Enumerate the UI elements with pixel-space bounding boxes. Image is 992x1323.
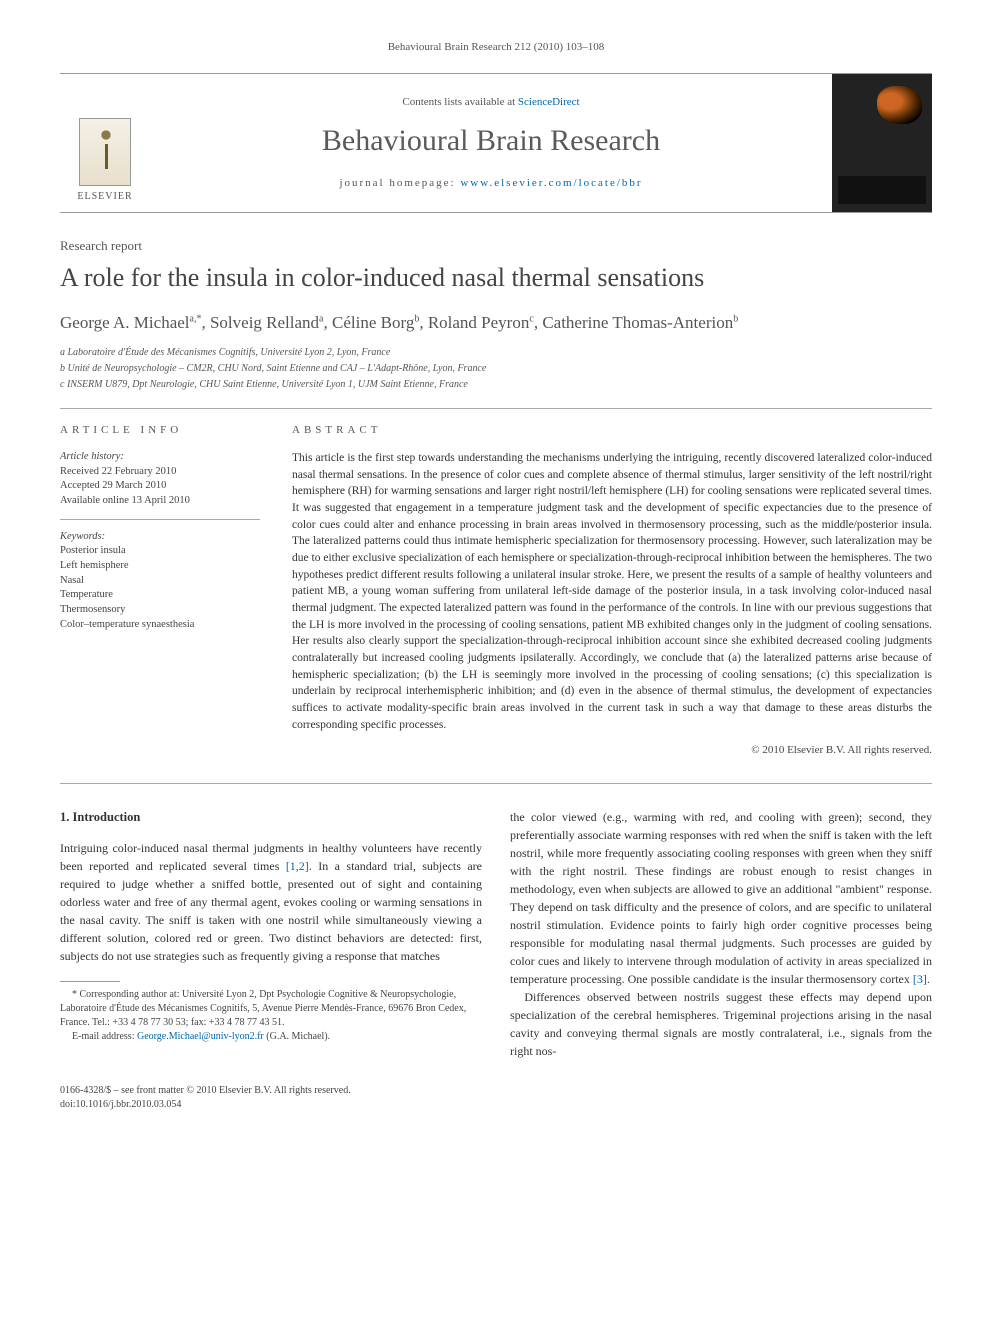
- body-columns: 1. Introduction Intriguing color-induced…: [60, 808, 932, 1060]
- body-paragraph: Differences observed between nostrils su…: [510, 988, 932, 1060]
- ref-link[interactable]: [3]: [913, 972, 927, 986]
- homepage-prefix: journal homepage:: [339, 177, 460, 189]
- homepage-line: journal homepage: www.elsevier.com/locat…: [339, 176, 642, 191]
- keyword: Left hemisphere: [60, 559, 260, 574]
- journal-masthead: ELSEVIER Contents lists available at Sci…: [60, 73, 932, 213]
- affiliation-b: b Unité de Neuropsychologie – CM2R, CHU …: [60, 361, 932, 376]
- doi-block: 0166-4328/$ – see front matter © 2010 El…: [60, 1084, 932, 1112]
- email-paren: (G.A. Michael).: [264, 1031, 330, 1042]
- abstract-text: This article is the first step towards u…: [292, 450, 932, 733]
- ref-link[interactable]: [1,2]: [286, 859, 309, 873]
- history-label: Article history:: [60, 450, 260, 465]
- keyword: Posterior insula: [60, 544, 260, 559]
- abstract-copyright: © 2010 Elsevier B.V. All rights reserved…: [292, 743, 932, 758]
- article-info-row: ARTICLE INFO Article history: Received 2…: [60, 423, 932, 759]
- article-info-column: ARTICLE INFO Article history: Received 2…: [60, 423, 260, 759]
- article-title: A role for the insula in color-induced n…: [60, 262, 932, 293]
- history-received: Received 22 February 2010: [60, 465, 260, 480]
- abstract-column: ABSTRACT This article is the first step …: [292, 423, 932, 759]
- doi-line: doi:10.1016/j.bbr.2010.03.054: [60, 1098, 932, 1112]
- keyword: Nasal: [60, 574, 260, 589]
- email-link[interactable]: George.Michael@univ-lyon2.fr: [137, 1031, 264, 1042]
- masthead-center: Contents lists available at ScienceDirec…: [150, 74, 832, 212]
- article-history: Article history: Received 22 February 20…: [60, 450, 260, 520]
- email-label: E-mail address:: [72, 1031, 137, 1042]
- affiliation-a: a Laboratoire d'Étude des Mécanismes Cog…: [60, 345, 932, 360]
- journal-cover-thumbnail: [832, 74, 932, 212]
- keywords-label: Keywords:: [60, 530, 260, 545]
- publisher-logo-block: ELSEVIER: [60, 74, 150, 212]
- issn-line: 0166-4328/$ – see front matter © 2010 El…: [60, 1084, 932, 1098]
- article-info-heading: ARTICLE INFO: [60, 423, 260, 438]
- section-heading-introduction: 1. Introduction: [60, 808, 482, 827]
- history-accepted: Accepted 29 March 2010: [60, 479, 260, 494]
- divider: [60, 783, 932, 784]
- keywords: Keywords: Posterior insula Left hemisphe…: [60, 530, 260, 633]
- article-type: Research report: [60, 237, 932, 255]
- body-paragraph: Intriguing color-induced nasal thermal j…: [60, 839, 482, 965]
- keyword: Thermosensory: [60, 603, 260, 618]
- keyword: Color–temperature synaesthesia: [60, 618, 260, 633]
- journal-name: Behavioural Brain Research: [322, 120, 660, 162]
- elsevier-tree-icon: [79, 118, 131, 186]
- affiliation-c: c INSERM U879, Dpt Neurologie, CHU Saint…: [60, 377, 932, 392]
- authors-line: George A. Michaela,*, Solveig Rellanda, …: [60, 311, 932, 335]
- running-header: Behavioural Brain Research 212 (2010) 10…: [60, 40, 932, 55]
- sciencedirect-link[interactable]: ScienceDirect: [518, 96, 580, 108]
- history-online: Available online 13 April 2010: [60, 494, 260, 509]
- contents-prefix: Contents lists available at: [402, 96, 517, 108]
- contents-line: Contents lists available at ScienceDirec…: [402, 95, 579, 110]
- publisher-name: ELSEVIER: [77, 190, 132, 204]
- corresponding-author-footnote: * Corresponding author at: Université Ly…: [60, 988, 482, 1030]
- footnote-separator: [60, 981, 120, 982]
- email-footnote: E-mail address: George.Michael@univ-lyon…: [60, 1030, 482, 1044]
- homepage-link[interactable]: www.elsevier.com/locate/bbr: [460, 177, 642, 189]
- body-paragraph: the color viewed (e.g., warming with red…: [510, 808, 932, 988]
- keyword: Temperature: [60, 588, 260, 603]
- affiliations: a Laboratoire d'Étude des Mécanismes Cog…: [60, 345, 932, 392]
- abstract-heading: ABSTRACT: [292, 423, 932, 438]
- divider: [60, 408, 932, 409]
